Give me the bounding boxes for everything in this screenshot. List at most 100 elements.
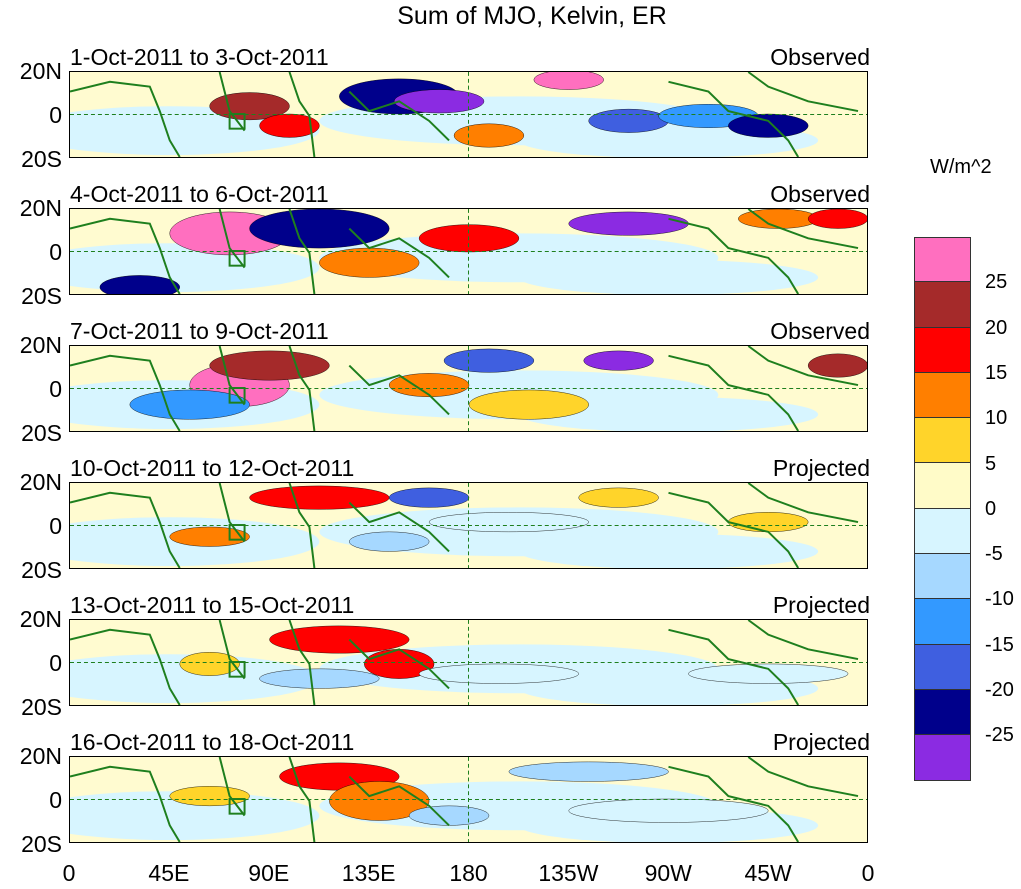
latitude-label-bottom: 20S [21,831,62,857]
coastline [288,757,316,842]
colorbar-tick-label: 25 [985,271,1008,294]
latitude-label-bottom: 20S [21,557,62,583]
latitude-label-equator: 0 [49,102,62,128]
latitude-label-top: 20N [19,469,62,495]
coastline [348,775,450,827]
colorbar-tick-label: 0 [985,497,997,520]
latitude-label-top: 20N [19,743,62,769]
figure-title: Sum of MJO, Kelvin, ER [397,2,667,30]
anomaly-region [568,798,769,823]
coastline [747,757,859,798]
coastline [218,209,246,269]
anomaly-region [738,209,819,229]
anomaly-region [533,72,604,90]
latitude-label-top: 20N [19,58,62,84]
x-tick-label: 0 [62,860,76,886]
anomaly-region [329,781,430,821]
coastline [70,628,181,705]
anomaly-region [179,652,240,676]
colorbar-swatch [914,644,971,690]
latitude-label-equator: 0 [49,376,62,402]
anomaly-region [408,805,490,826]
coastline [218,72,246,132]
anomaly-region [518,396,819,431]
latitude-label-bottom: 20S [21,694,62,720]
latitude-label-top: 20N [19,332,62,358]
anomaly-region [388,487,470,508]
latitude-label-equator: 0 [49,650,62,676]
coastline [348,638,450,690]
map-panel: 13-Oct-2011 to 15-Oct-2011 Projected 20N 0 2… [0,592,880,729]
index-region-box [228,250,246,267]
anomaly-region [807,209,867,229]
index-region-box [228,524,246,541]
anomaly-region [249,485,390,510]
anomaly-region [418,663,579,684]
colorbar-tick-label: 5 [985,452,997,475]
latitude-label-bottom: 20S [21,283,62,309]
anomaly-region [468,389,589,420]
coastline [70,765,181,842]
latitude-label-top: 20N [19,195,62,221]
colorbar-swatch [914,327,971,373]
latitude-label-equator: 0 [49,239,62,265]
anomaly-map [69,619,868,706]
map-panel: 1-Oct-2011 to 3-Oct-2011 Observed 20N 0 20S [0,44,880,181]
colorbar-tick-label: -15 [985,633,1014,656]
x-tick-label: 180 [449,860,488,886]
anomaly-region [319,247,420,278]
panel-date-range: 7-Oct-2011 to 9-Oct-2011 [70,318,329,344]
map-svg [70,620,867,705]
anomaly-region [568,211,689,236]
colorbar-swatch [914,508,971,555]
anomaly-region [518,533,819,568]
coastline [668,217,800,294]
anomaly-region [688,663,849,684]
coastline [70,80,181,157]
colorbar-tick-label: -10 [985,588,1014,611]
coastline [348,501,450,553]
panel-type-label: Observed [770,181,870,207]
coastline [288,483,316,568]
latitude-label-equator: 0 [49,787,62,813]
x-tick-label: 135W [538,860,599,886]
map-panel: 4-Oct-2011 to 6-Oct-2011 Observed 20N 0 20S [0,181,880,318]
coastline [747,346,859,387]
panel-type-label: Projected [772,455,870,481]
index-region-box [228,387,246,404]
coastline [70,491,181,568]
x-tick-label: 90W [644,860,692,886]
coastline [348,364,450,416]
coastline [747,72,859,113]
coastline [747,483,859,524]
anomaly-region [728,512,809,533]
panel-type-label: Observed [770,318,870,344]
x-tick-label: 0 [861,860,875,886]
anomaly-region [518,259,819,294]
map-svg [70,72,867,157]
colorbar-swatch [914,418,971,464]
anomaly-region [249,209,390,249]
map-svg [70,757,867,842]
latitude-label-top: 20N [19,606,62,632]
anomaly-region [169,526,250,547]
x-tick-label: 135E [341,860,396,886]
coastline [668,628,800,705]
anomaly-map [69,71,868,158]
colorbar-tick-label: -25 [985,724,1014,747]
map-panel: 16-Oct-2011 to 18-Oct-2011 Projected 20N 0 2… [0,729,880,866]
colorbar-tick-label: -20 [985,679,1014,701]
colorbar-swatch [914,689,971,736]
panel-type-label: Projected [772,592,870,618]
colorbar-swatch [914,735,971,781]
anomaly-region [728,113,809,138]
index-region-box [228,113,246,130]
x-tick-label: 45E [148,860,190,886]
anomaly-region [269,625,410,654]
coastline [668,765,800,842]
panel-date-range: 13-Oct-2011 to 15-Oct-2011 [70,592,355,618]
colorbar-swatch [914,599,971,645]
anomaly-region [169,786,250,807]
x-tick-label: 90E [248,860,290,886]
coastline [218,620,246,680]
